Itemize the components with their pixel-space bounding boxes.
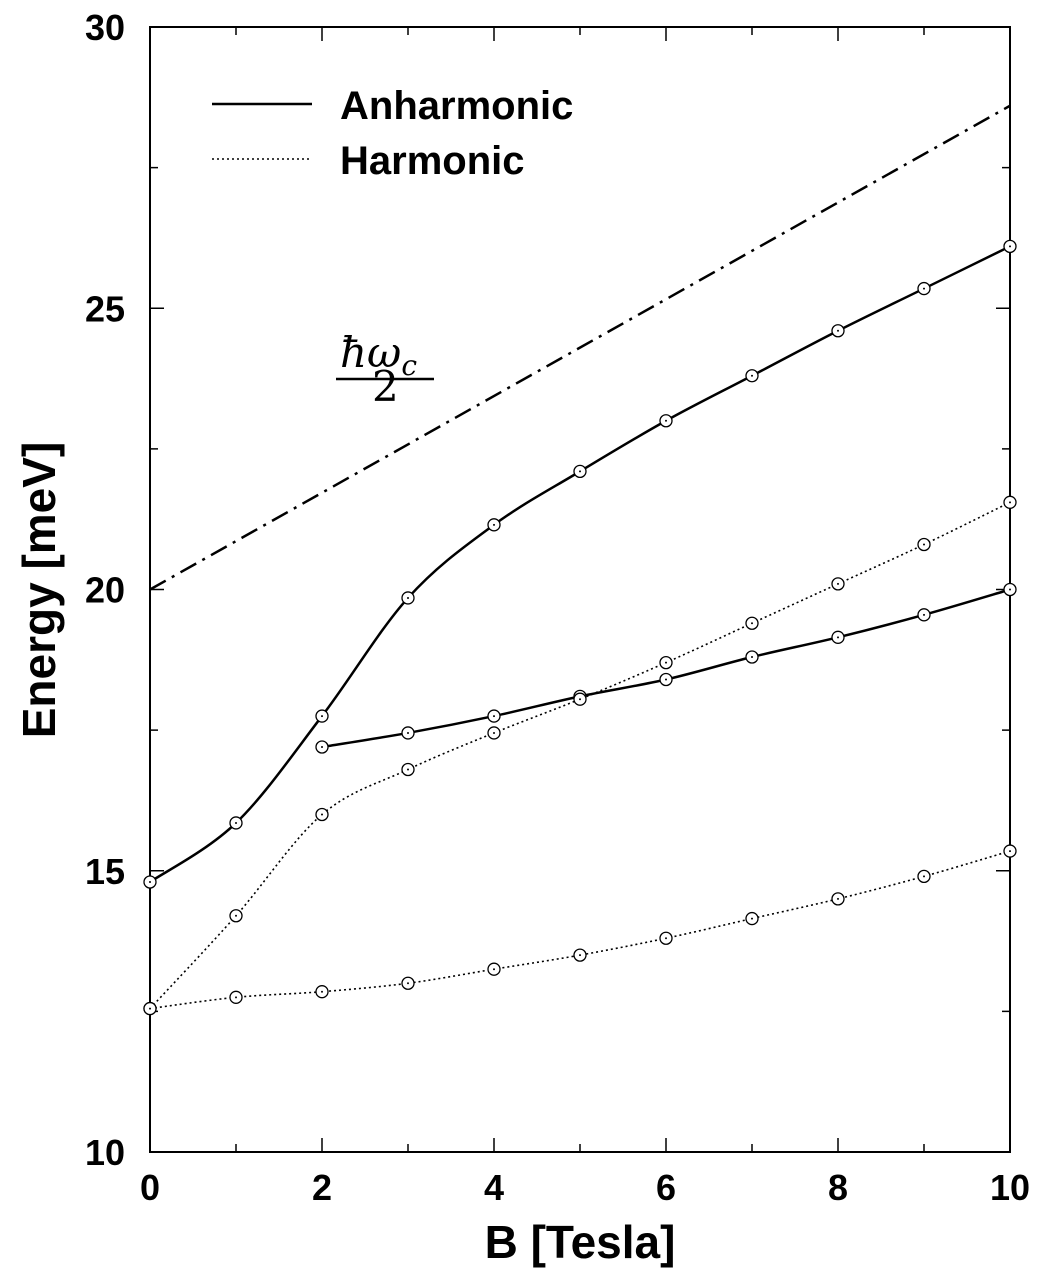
x-axis-title: B [Tesla] xyxy=(485,1216,676,1268)
data-point-center xyxy=(321,990,323,993)
data-point-center xyxy=(407,731,409,734)
series-group xyxy=(143,104,1017,1016)
x-tick-label: 4 xyxy=(484,1167,504,1208)
y-tick-labels: 10 15 20 25 30 xyxy=(85,7,125,1173)
data-point-center xyxy=(321,746,323,748)
y-tick-label: 10 xyxy=(85,1132,125,1173)
y-tick-label: 30 xyxy=(85,7,125,48)
data-point-center xyxy=(1009,245,1011,248)
y-tick-label: 25 xyxy=(85,288,125,329)
data-point-center xyxy=(407,982,409,985)
x-tick-label: 8 xyxy=(828,1167,848,1208)
data-point-center xyxy=(665,678,667,681)
legend-label-anharmonic: Anharmonic xyxy=(340,84,573,128)
data-point-center xyxy=(1009,501,1011,504)
data-point-center xyxy=(665,661,667,664)
data-point-center xyxy=(407,596,409,599)
data-point-center xyxy=(837,582,839,585)
data-point-center xyxy=(493,523,495,526)
data-point-center xyxy=(665,419,667,422)
data-point-center xyxy=(149,1007,151,1010)
data-point-center xyxy=(321,813,323,816)
data-point-center xyxy=(579,698,581,701)
series-line-3 xyxy=(149,501,1011,1010)
data-point-center xyxy=(493,968,495,971)
legend: Anharmonic Harmonic xyxy=(212,84,573,183)
y-tick-label: 15 xyxy=(85,851,125,892)
data-point-center xyxy=(493,715,495,718)
data-point-center xyxy=(923,613,925,616)
data-point-center xyxy=(579,470,581,473)
series-line-0 xyxy=(149,104,1011,591)
data-point-center xyxy=(493,731,495,734)
data-point-center xyxy=(1009,588,1011,591)
data-point-center xyxy=(837,636,839,639)
annotation-denominator: 2 xyxy=(372,362,399,411)
x-tick-label: 2 xyxy=(312,1167,332,1208)
data-point-center xyxy=(321,715,323,718)
data-point-center xyxy=(235,821,237,824)
data-point-center xyxy=(665,937,667,940)
annotation-numerator: ħωc xyxy=(340,328,417,382)
y-axis-title: Energy [meV] xyxy=(13,442,65,739)
data-point-center xyxy=(235,914,237,917)
x-tick-labels: 0 2 4 6 8 10 xyxy=(140,1167,1030,1208)
data-point-center xyxy=(235,996,237,999)
data-point-center xyxy=(579,954,581,957)
x-tick-label: 0 xyxy=(140,1167,160,1208)
data-point-center xyxy=(1009,850,1011,853)
data-point-center xyxy=(407,768,409,771)
x-tick-label: 10 xyxy=(990,1167,1030,1208)
data-point-center xyxy=(923,875,925,878)
data-point-center xyxy=(751,622,753,625)
data-point-center xyxy=(837,897,839,900)
legend-label-harmonic: Harmonic xyxy=(340,139,525,183)
data-point-center xyxy=(751,656,753,658)
x-tick-label: 6 xyxy=(656,1167,676,1208)
plot-frame xyxy=(149,26,1011,1153)
data-point-center xyxy=(837,329,839,332)
data-point-center xyxy=(149,881,151,883)
tick-marks xyxy=(149,26,1011,1153)
series-line-1 xyxy=(149,245,1011,884)
data-point-center xyxy=(751,917,753,920)
y-tick-label: 20 xyxy=(85,570,125,611)
half-cyclotron-annotation: ħωc 2 xyxy=(336,328,434,411)
data-point-center xyxy=(751,374,753,377)
series-line-4 xyxy=(149,850,1011,1010)
data-point-center xyxy=(923,287,925,290)
data-point-center xyxy=(923,543,925,546)
